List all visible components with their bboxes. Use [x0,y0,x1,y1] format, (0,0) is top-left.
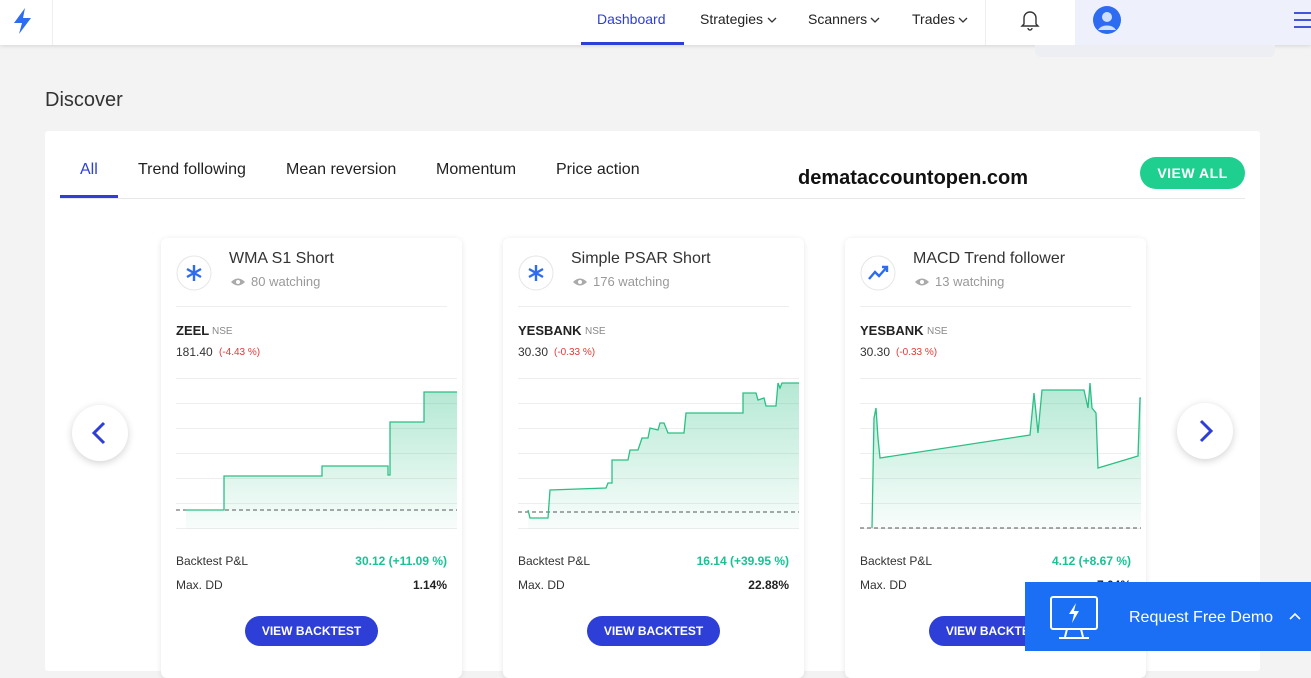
dd-label: Max. DD [518,578,565,592]
price-change: (-4.43 %) [219,347,261,358]
pnl-value: 4.12 (+8.67 %) [1051,554,1131,568]
monitor-icon [1050,596,1098,639]
strategy-card: Simple PSAR Short 176 watching YESBANK NSE 3… [503,238,804,678]
sparkline [518,378,799,529]
divider [860,306,1131,307]
view-backtest-button[interactable]: VIEW BACKTEST [245,616,378,646]
next-button[interactable] [1177,403,1233,459]
pnl-value: 30.12 (+11.09 %) [355,554,447,568]
logo[interactable] [10,6,36,36]
nav-underline [581,42,684,45]
watching-count: 13 watching [935,274,1005,289]
dd-value: 22.88% [748,578,789,592]
nav-item[interactable]: Dashboard [597,11,666,27]
nav-item[interactable]: Strategies [700,11,764,27]
chevron [767,17,777,23]
strategy-icon [518,255,554,291]
sparkline-line [186,391,457,511]
strategy-icon [176,255,212,291]
avatar[interactable] [1092,5,1122,35]
menu-icon[interactable] [1292,11,1311,29]
prev-button[interactable] [72,405,128,461]
price: 30.30 [518,345,549,359]
sparkline-line [527,382,799,519]
bell-icon[interactable] [1020,9,1040,31]
watching-count: 176 watching [593,274,670,289]
pupil [920,280,924,284]
chevron-right [1199,419,1214,443]
section-title: Discover [45,89,123,111]
price-change: (-0.33 %) [554,347,596,358]
pupil [236,280,240,284]
caret-up [1289,612,1301,620]
symbol: YESBANK [518,323,582,338]
eye-icon [573,278,587,286]
sparkline-area [872,383,1141,529]
dd-label: Max. DD [176,578,223,592]
price-change: (-0.33 %) [896,347,938,358]
divider [176,306,447,307]
chevron [870,17,880,23]
nav-item[interactable]: Trades [912,11,956,27]
dropdown-shadow [1035,45,1275,57]
nav-item[interactable]: Scanners [808,11,868,27]
eye-icon [231,278,245,286]
sparkline [860,378,1141,529]
view-all-button[interactable]: VIEW ALL [1140,157,1245,189]
exchange: NSE [212,326,233,337]
divider [985,0,986,45]
view-backtest-button[interactable]: VIEW BACKTEST [587,616,720,646]
tab[interactable]: Momentum [436,161,517,178]
watching-count: 80 watching [251,274,321,289]
pnl-label: Backtest P&L [860,554,933,568]
watermark: demataccountopen.com [798,167,1029,189]
tab-underline [60,195,118,198]
exchange: NSE [585,326,606,337]
eye-icon [915,278,929,286]
demo-label[interactable]: Request Free Demo [1129,609,1274,626]
icon-asterisk [186,265,202,281]
dd-label: Max. DD [860,578,907,592]
tab[interactable]: All [80,161,98,178]
demo-widget[interactable]: Request Free Demo [1025,582,1311,651]
strategy-icon [860,255,896,291]
chevron [958,17,968,23]
strategy-name: MACD Trend follower [913,250,1066,267]
tab[interactable]: Price action [556,161,640,178]
pnl-label: Backtest P&L [518,554,591,568]
tab[interactable]: Trend following [138,161,246,178]
tab[interactable]: Mean reversion [286,161,397,178]
pupil [578,280,582,284]
sparkline-area [186,392,457,529]
divider [518,306,789,307]
pnl-value: 16.14 (+39.95 %) [696,554,789,568]
strategy-card: WMA S1 Short 80 watching ZEEL NSE 181.40 (-4.… [161,238,462,678]
strategy-name: WMA S1 Short [229,250,334,267]
symbol: ZEEL [176,323,210,338]
icon-circle [860,255,896,291]
icon-asterisk [528,265,544,281]
pnl-label: Backtest P&L [176,554,249,568]
exchange: NSE [927,326,948,337]
top-bar: Dashboard Strategies Scanners Trades [0,0,1311,45]
price: 30.30 [860,345,891,359]
price: 181.40 [176,345,213,359]
sparkline-area [528,383,799,529]
icon-trend [868,265,889,280]
sparkline-line [871,382,1141,529]
tab-divider [60,198,1245,199]
chevron-left [91,421,106,445]
divider [52,0,53,45]
symbol: YESBANK [860,323,924,338]
dd-value: 1.14% [412,578,447,592]
strategy-name: Simple PSAR Short [571,250,711,267]
sparkline [176,378,457,529]
